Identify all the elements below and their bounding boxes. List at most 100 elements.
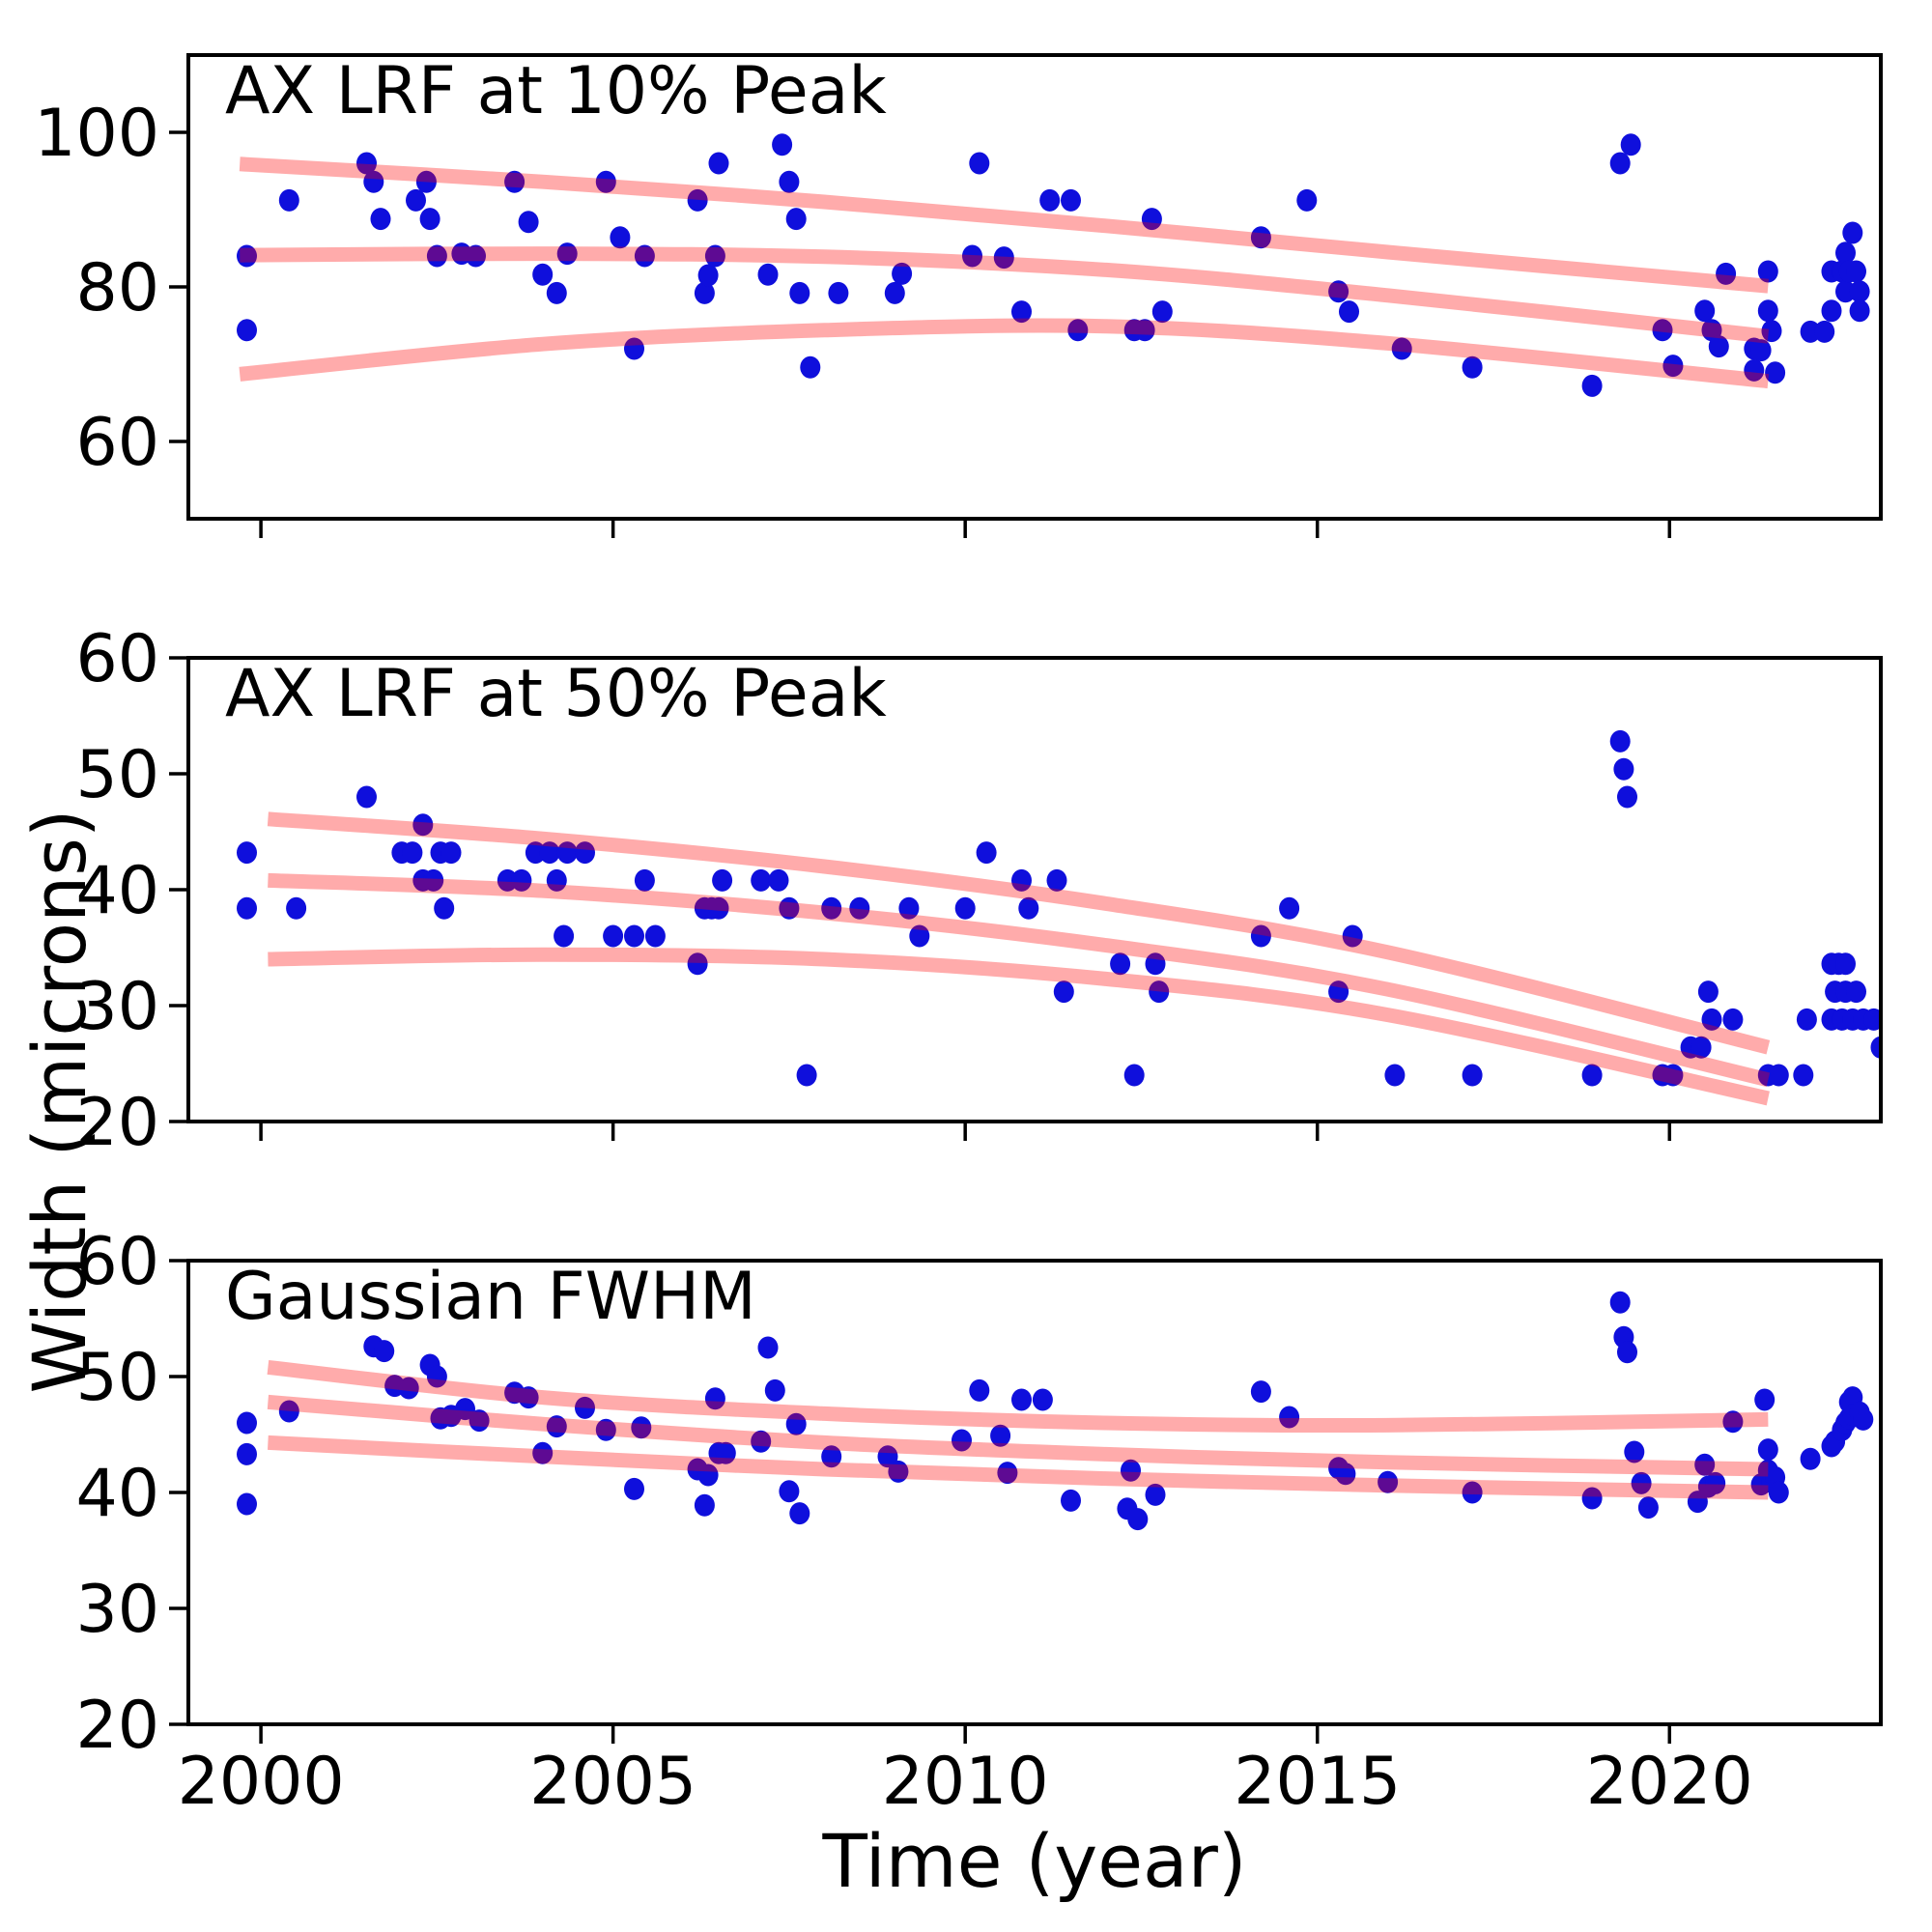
data-point: [1011, 300, 1032, 324]
data-point: [412, 813, 434, 837]
data-point: [237, 1492, 257, 1516]
data-point: [1279, 1406, 1300, 1429]
x-tick-label: 2010: [882, 1744, 1049, 1820]
data-point: [406, 188, 426, 212]
data-point: [374, 1340, 395, 1363]
data-point: [237, 1411, 257, 1435]
y-tick-label: 60: [75, 405, 159, 481]
data-point: [954, 896, 976, 920]
y-tick-label: 50: [75, 1340, 159, 1416]
data-point: [993, 246, 1014, 270]
data-point: [1384, 1064, 1406, 1087]
data-point: [1716, 262, 1737, 285]
data-point: [697, 1463, 719, 1487]
data-point: [1694, 299, 1716, 323]
data-point: [624, 337, 644, 360]
data-point: [785, 208, 807, 231]
data-point: [821, 1445, 842, 1468]
data-point: [423, 868, 444, 892]
data-point: [789, 281, 810, 304]
y-tick-label: 30: [75, 969, 159, 1045]
data-point: [1631, 1471, 1652, 1494]
data-point: [1835, 242, 1856, 265]
data-point: [1835, 280, 1856, 303]
panel-data: [237, 729, 1881, 1106]
data-point: [1662, 355, 1684, 378]
y-tick-label: 60: [75, 621, 159, 697]
data-point: [1151, 300, 1173, 324]
y-tick-label: 60: [75, 1224, 159, 1300]
data-point: [1849, 280, 1870, 303]
data-point: [1722, 1410, 1744, 1434]
data-point: [1705, 1471, 1726, 1494]
x-tick-label: 2000: [178, 1744, 345, 1820]
data-point: [556, 242, 578, 266]
data-point: [1652, 319, 1673, 342]
data-point: [1849, 299, 1870, 323]
panel-data: [237, 133, 1870, 397]
data-point: [1757, 299, 1778, 323]
data-point: [1018, 896, 1039, 920]
data-point: [751, 1430, 772, 1453]
data-point: [712, 868, 733, 892]
data-point: [1011, 1388, 1032, 1411]
data-point: [1462, 355, 1483, 379]
data-point: [779, 1480, 800, 1503]
data-point: [1701, 1008, 1722, 1031]
data-point: [624, 924, 644, 948]
data-point: [1609, 1291, 1631, 1314]
data-point: [1378, 1470, 1399, 1493]
data-point: [1821, 299, 1842, 323]
data-point: [785, 1412, 807, 1435]
data-point: [237, 319, 257, 342]
data-point: [1581, 374, 1603, 397]
data-point: [1617, 785, 1637, 809]
data-point: [1127, 1508, 1149, 1531]
data-point: [1800, 1447, 1821, 1470]
data-point: [532, 263, 554, 286]
data-point: [469, 1409, 490, 1433]
panel-1: 60 80 100: [34, 53, 1883, 538]
data-point: [694, 1493, 715, 1517]
data-point: [789, 1502, 810, 1525]
fit-line-upper: [239, 156, 1770, 294]
data-point: [1768, 1481, 1789, 1504]
data-point: [888, 1460, 909, 1483]
data-point: [909, 924, 930, 948]
data-point: [892, 262, 913, 285]
data-point: [1145, 952, 1166, 976]
data-point: [751, 868, 772, 892]
data-point: [624, 1477, 644, 1500]
data-point: [278, 188, 299, 212]
data-point: [1123, 1064, 1145, 1087]
data-point: [1846, 980, 1866, 1004]
data-point: [237, 841, 257, 865]
data-point: [796, 1064, 817, 1087]
data-point: [1863, 1008, 1881, 1031]
data-point: [1722, 1008, 1744, 1031]
data-point: [800, 355, 821, 379]
data-point: [697, 264, 719, 287]
data-point: [757, 263, 779, 286]
data-point: [1620, 133, 1641, 156]
data-point: [1617, 1341, 1637, 1364]
data-point: [1145, 1483, 1166, 1506]
data-point: [631, 1416, 652, 1439]
data-point: [1835, 952, 1856, 976]
data-point: [828, 281, 849, 304]
data-point: [1011, 868, 1032, 892]
data-point: [1053, 980, 1074, 1004]
data-point: [1613, 757, 1634, 781]
data-point: [694, 281, 715, 304]
data-point: [772, 133, 793, 156]
data-point: [426, 244, 447, 268]
x-tick-label: 2015: [1234, 1744, 1401, 1820]
data-point: [575, 841, 595, 865]
data-point: [237, 1442, 257, 1465]
data-point: [1708, 335, 1729, 358]
data-point: [363, 170, 384, 193]
data-point: [990, 1424, 1011, 1447]
data-point: [1250, 1380, 1271, 1404]
